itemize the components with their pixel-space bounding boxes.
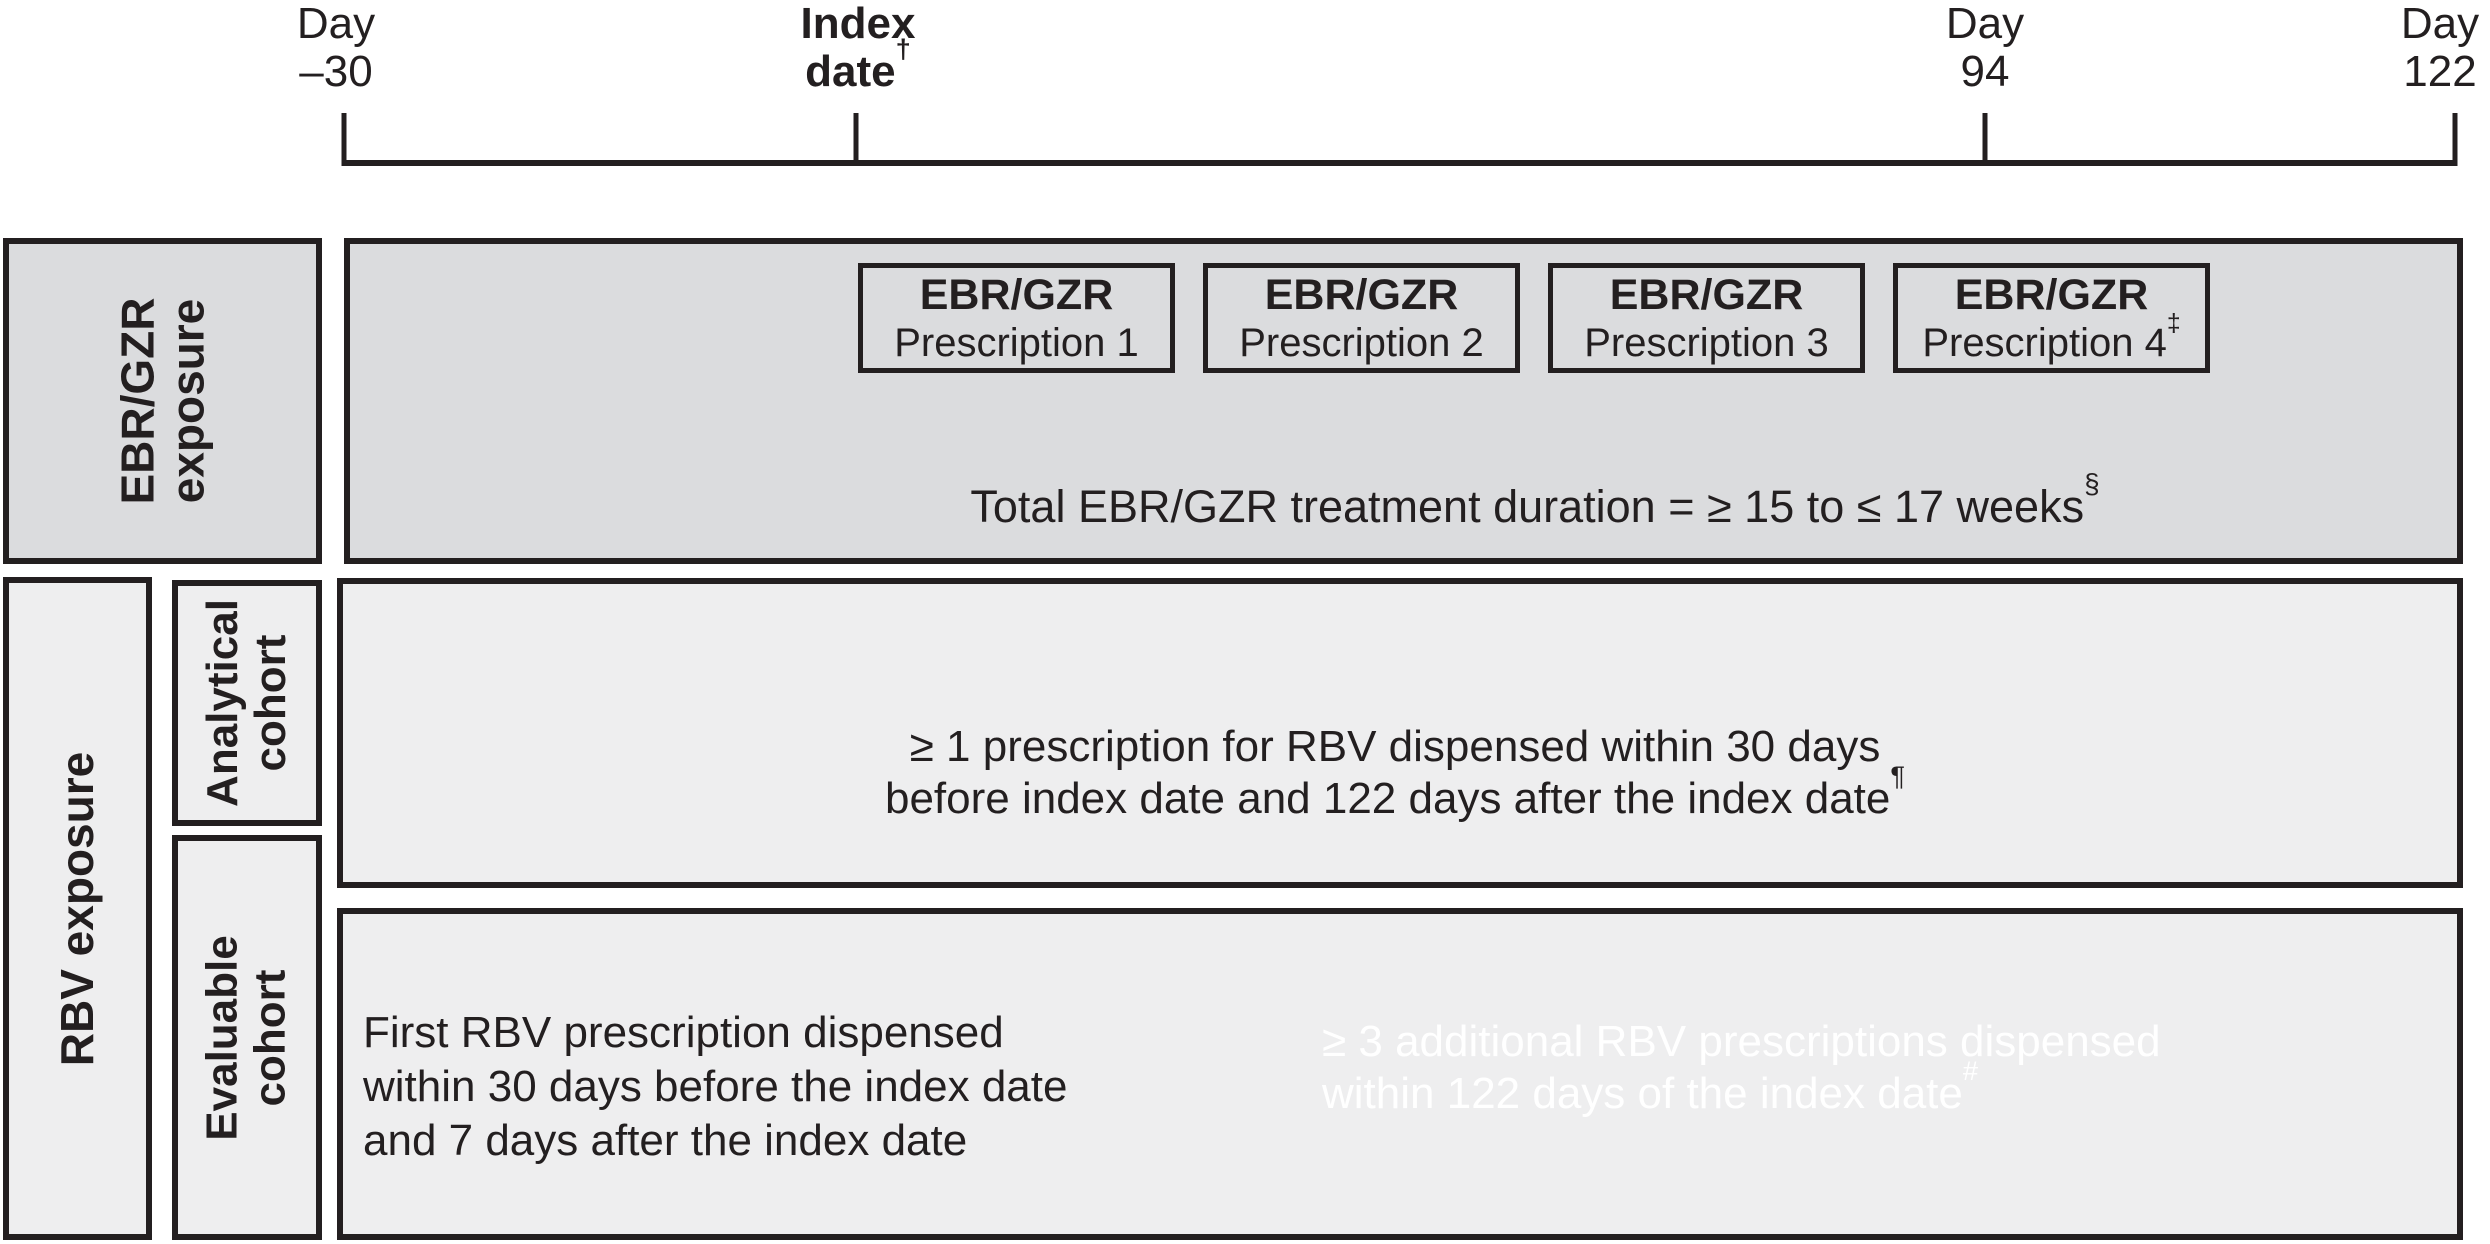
- timeline-marker-index-date: Index date†: [758, 0, 958, 96]
- hash-footnote-mark: #: [1962, 1055, 1979, 1087]
- marker-line1: Index: [800, 0, 916, 48]
- prescription-title: EBR/GZR: [1954, 271, 2149, 319]
- ebr-gzr-exposure-label-box: EBR/GZR exposure: [3, 238, 322, 564]
- prescription-subtitle: Prescription 4‡: [1922, 309, 2181, 365]
- prescription-title: EBR/GZR: [1609, 271, 1804, 319]
- marker-line2: 94: [1960, 47, 2010, 96]
- evaluable-cohort-text: First RBV prescription dispensed within …: [363, 1008, 1068, 1165]
- timeline-marker-day-minus-30: Day –30: [236, 0, 436, 96]
- dagger-footnote-mark: †: [895, 33, 911, 65]
- timeline-axis: [341, 113, 2458, 166]
- prescription-box-2: EBR/GZR Prescription 2: [1203, 263, 1520, 373]
- marker-line1: Day: [1945, 0, 2025, 48]
- ebr-gzr-exposure-content-box: [344, 238, 2463, 564]
- marker-line2: –30: [299, 47, 373, 96]
- pilcrow-footnote-mark: ¶: [1890, 760, 1906, 792]
- prescription-box-4: EBR/GZR Prescription 4‡: [1893, 263, 2210, 373]
- analytical-cohort-text: ≥ 1 prescription for RBV dispensed withi…: [884, 722, 1906, 823]
- analytical-cohort-content-box: [337, 578, 2463, 888]
- prescription-title: EBR/GZR: [919, 271, 1114, 319]
- prescription-title: EBR/GZR: [1264, 271, 1459, 319]
- marker-line2: date†: [805, 33, 911, 96]
- ebr-gzr-exposure-label: EBR/GZR exposure: [111, 297, 214, 505]
- prescription-subtitle: Prescription 3: [1584, 321, 1829, 365]
- marker-line1: Day: [296, 0, 376, 48]
- prescription-subtitle: Prescription 2: [1239, 321, 1484, 365]
- rbv-exposure-label-box: RBV exposure: [3, 577, 152, 1240]
- evaluable-cohort-label-box: Evaluable cohort: [172, 835, 322, 1240]
- marker-line1: Day: [2400, 0, 2480, 48]
- prescription-subtitle: Prescription 1: [894, 321, 1139, 365]
- analytical-cohort-label: Analytical cohort: [198, 599, 295, 807]
- timeline-marker-day-94: Day 94: [1885, 0, 2085, 96]
- timeline-marker-day-122: Day 122: [2345, 0, 2490, 96]
- analytical-cohort-label-box: Analytical cohort: [172, 580, 322, 826]
- double-dagger-footnote-mark: ‡: [2166, 309, 2181, 337]
- evaluable-cohort-label: Evaluable cohort: [198, 934, 295, 1141]
- total-treatment-duration-text: Total EBR/GZR treatment duration = ≥ 15 …: [970, 468, 2100, 532]
- section-footnote-mark: §: [2084, 468, 2100, 500]
- marker-line2: 122: [2403, 47, 2477, 96]
- evaluable-cohort-content-box: [337, 908, 2463, 1240]
- forward-arrow-text: ≥ 3 additional RBV prescriptions dispens…: [1322, 1017, 2161, 1118]
- rbv-exposure-label: RBV exposure: [51, 751, 104, 1066]
- prescription-box-3: EBR/GZR Prescription 3: [1548, 263, 1865, 373]
- prescription-box-1: EBR/GZR Prescription 1: [858, 263, 1175, 373]
